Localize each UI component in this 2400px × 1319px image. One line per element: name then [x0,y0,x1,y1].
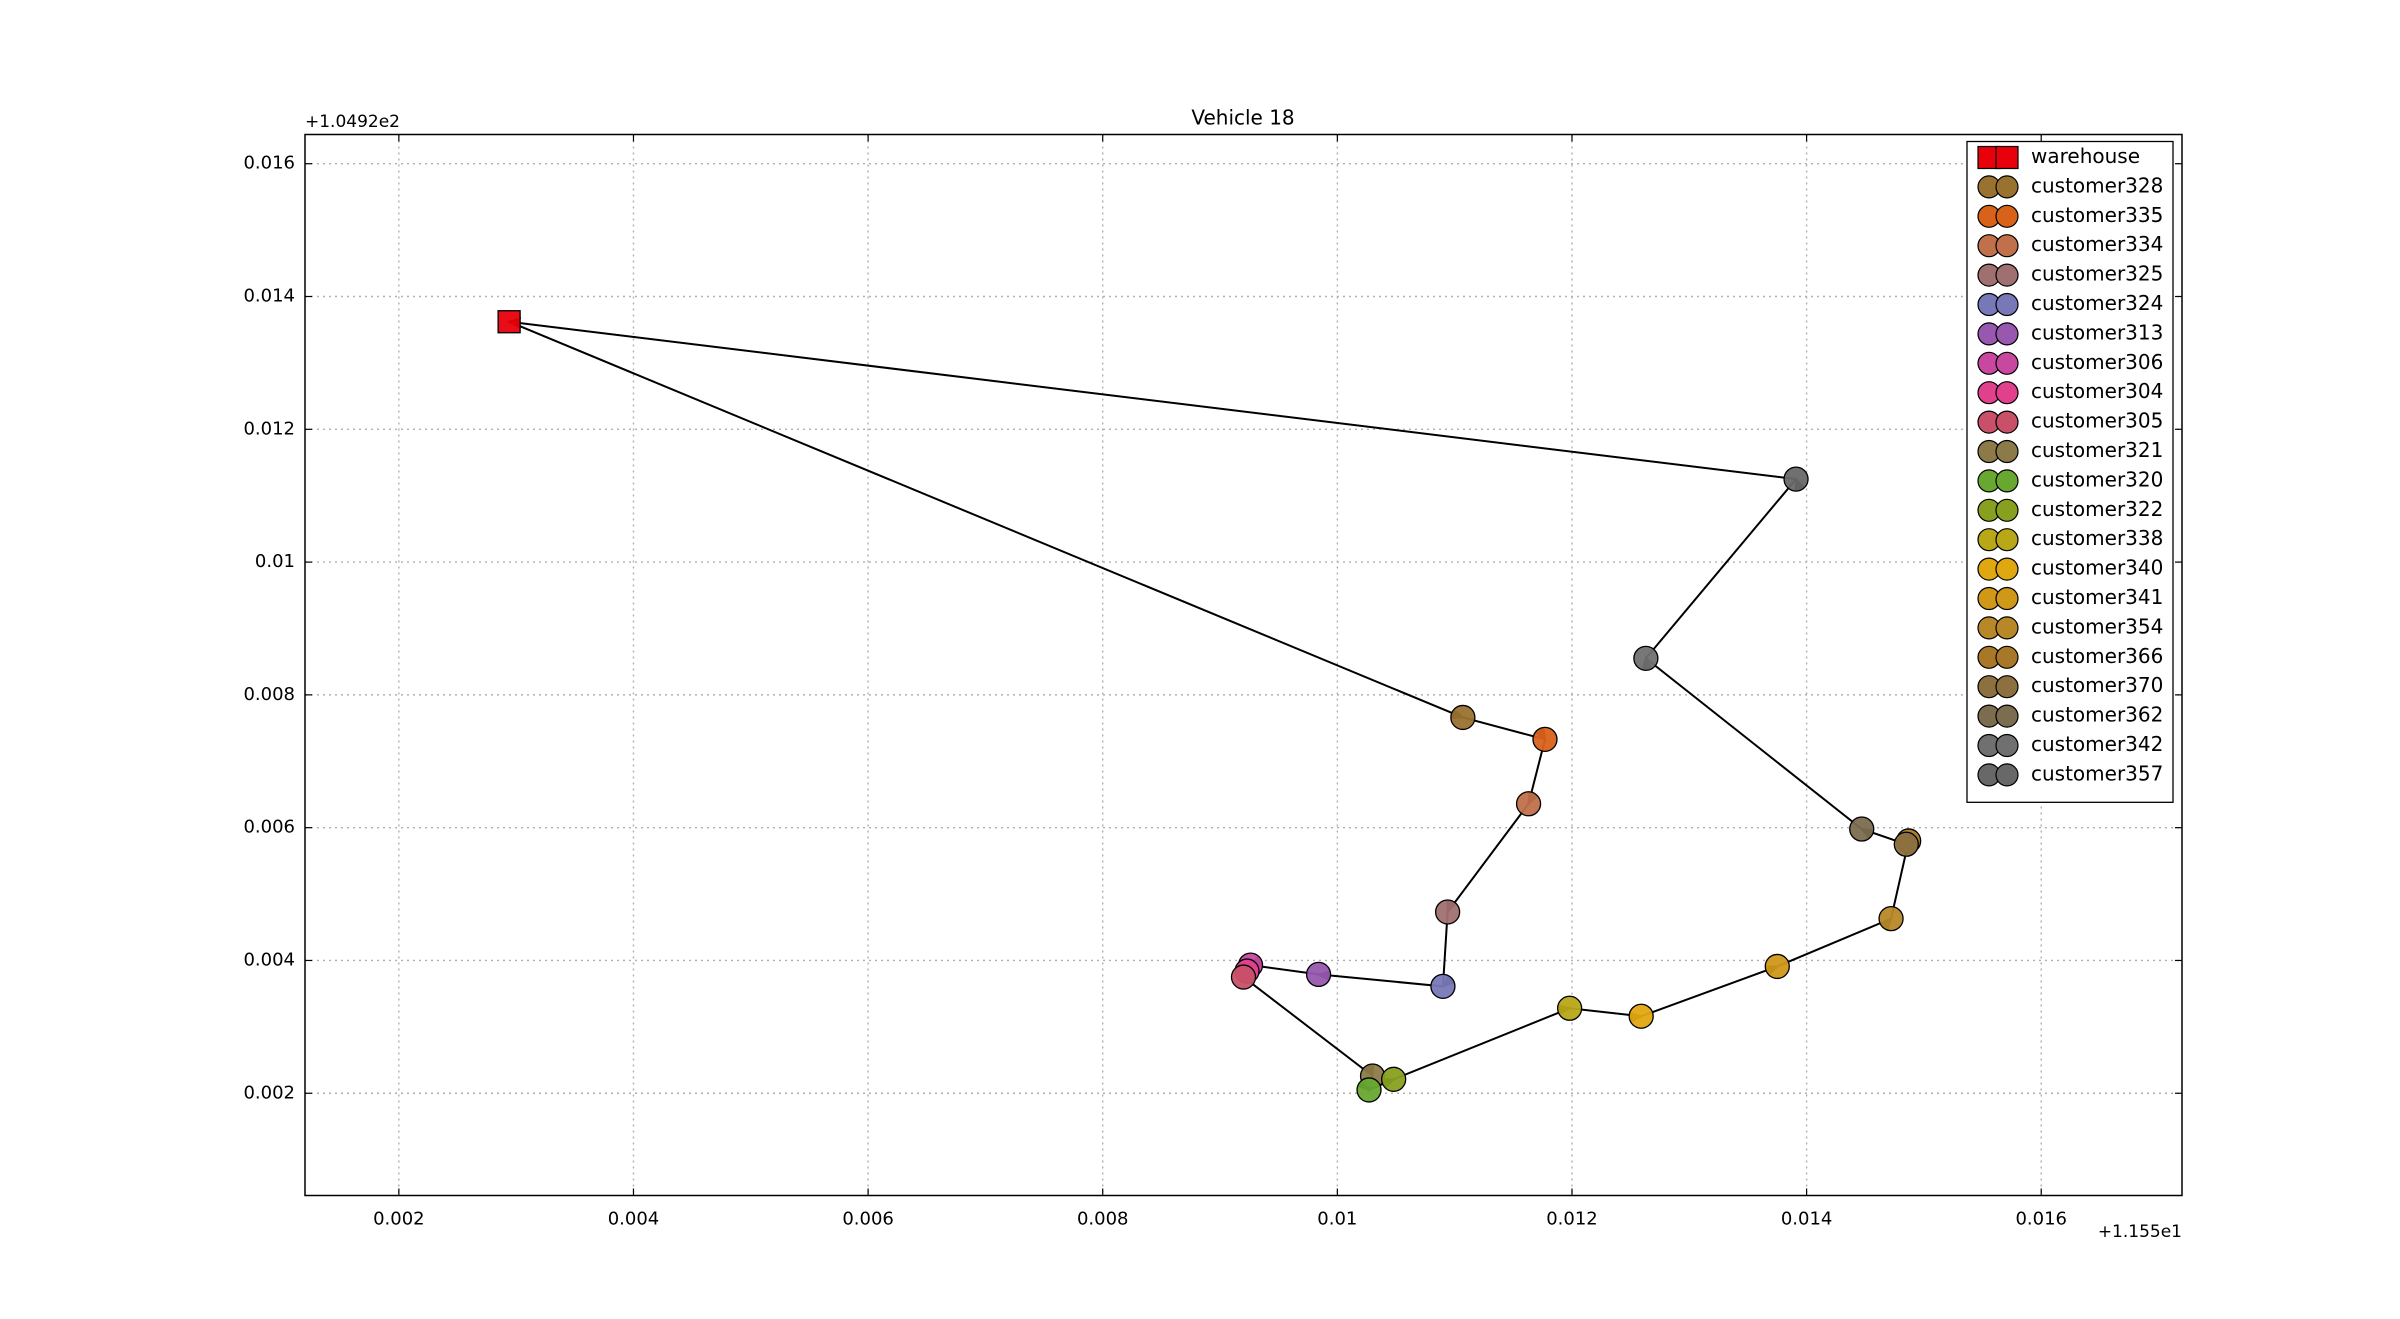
legend-label: customer328 [2031,173,2163,197]
legend-marker [1995,204,2019,228]
legend-marker [1995,675,2019,699]
y-offset-label: +1.0492e2 [305,112,400,132]
legend-marker [1995,763,2019,787]
point [1893,831,1919,857]
chart-title: Vehicle 18 [1191,106,1294,130]
legend-marker [1995,175,2019,199]
y-tick-label: 0.01 [255,551,295,572]
y-tick-label: 0.016 [243,153,295,174]
y-tick-label: 0.002 [243,1082,295,1103]
x-tick-label: 0.01 [1317,1209,1357,1230]
legend-label: customer362 [2031,703,2163,727]
y-tick-label: 0.014 [243,286,295,307]
route-line [506,317,1922,1092]
x-tick-label: 0.012 [1546,1209,1598,1230]
point [1556,995,1583,1021]
legend-label: customer324 [2031,291,2163,315]
legend-marker [1995,704,2019,728]
x-tick-label: 0.016 [2015,1209,2067,1230]
point [1633,645,1659,672]
x-tick-label: 0.004 [608,1209,660,1230]
legend-label: customer325 [2031,262,2163,286]
point [1430,973,1456,1000]
legend-marker [1995,557,2019,581]
legend-marker [1995,381,2019,405]
point [1230,964,1257,990]
y-tick-label: 0.012 [243,418,295,439]
point [1849,816,1875,842]
legend-marker [1995,586,2019,611]
legend-marker [1995,439,2019,464]
point [1450,704,1476,731]
legend-marker [1995,645,2019,669]
legend-label: customer320 [2031,467,2163,491]
point [1381,1066,1407,1092]
legend-label: customer354 [2031,614,2163,638]
y-tick-label: 0.004 [243,949,295,970]
legend-label: customer306 [2031,350,2163,374]
point [497,310,521,334]
legend-label: customer334 [2031,232,2163,256]
legend-marker [1995,469,2019,493]
legend-marker [1995,145,2019,170]
point [1628,1003,1654,1029]
x-tick-label: 0.014 [1781,1209,1833,1230]
x-tick-label: 0.008 [1077,1209,1129,1230]
legend-label: customer340 [2031,556,2163,580]
legend-marker [1995,410,2019,434]
legend-label: customer322 [2031,497,2163,521]
point [1764,953,1790,980]
legend-label: customer335 [2031,203,2163,227]
legend: warehouse customer328 customer335 customer3… [1966,140,2174,803]
legend-marker [1995,528,2019,552]
legend-label: customer338 [2031,526,2163,550]
legend-label: customer304 [2031,379,2163,403]
y-tick-label: 0.006 [243,817,295,838]
legend-label: customer341 [2031,585,2163,609]
legend-marker [1995,351,2019,375]
legend-label: customer370 [2031,673,2163,697]
plot-frame [304,133,2183,1197]
legend-marker [1995,263,2019,287]
x-tick-label: 0.006 [842,1209,894,1230]
x-tick-label: 0.002 [373,1209,425,1230]
point [1434,899,1461,925]
point [1356,1077,1382,1103]
y-tick-label: 0.008 [243,684,295,705]
legend-marker [1995,322,2019,346]
legend-label: warehouse [2031,144,2140,168]
legend-marker [1995,292,2019,317]
legend-label: customer321 [2031,438,2163,462]
legend-marker [1995,616,2019,640]
legend-label: customer313 [2031,320,2163,344]
legend-label: customer366 [2031,644,2163,668]
point [1783,466,1809,492]
point [1305,961,1332,988]
point [1515,791,1542,817]
legend-marker [1995,733,2019,758]
legend-marker [1995,498,2019,522]
legend-label: customer305 [2031,409,2163,433]
legend-label: customer357 [2031,761,2163,785]
legend-label: customer342 [2031,732,2163,756]
point [1532,726,1558,753]
x-offset-label: +1.155e1 [2098,1222,2182,1242]
legend-marker [1995,234,2019,258]
point [1878,905,1904,932]
